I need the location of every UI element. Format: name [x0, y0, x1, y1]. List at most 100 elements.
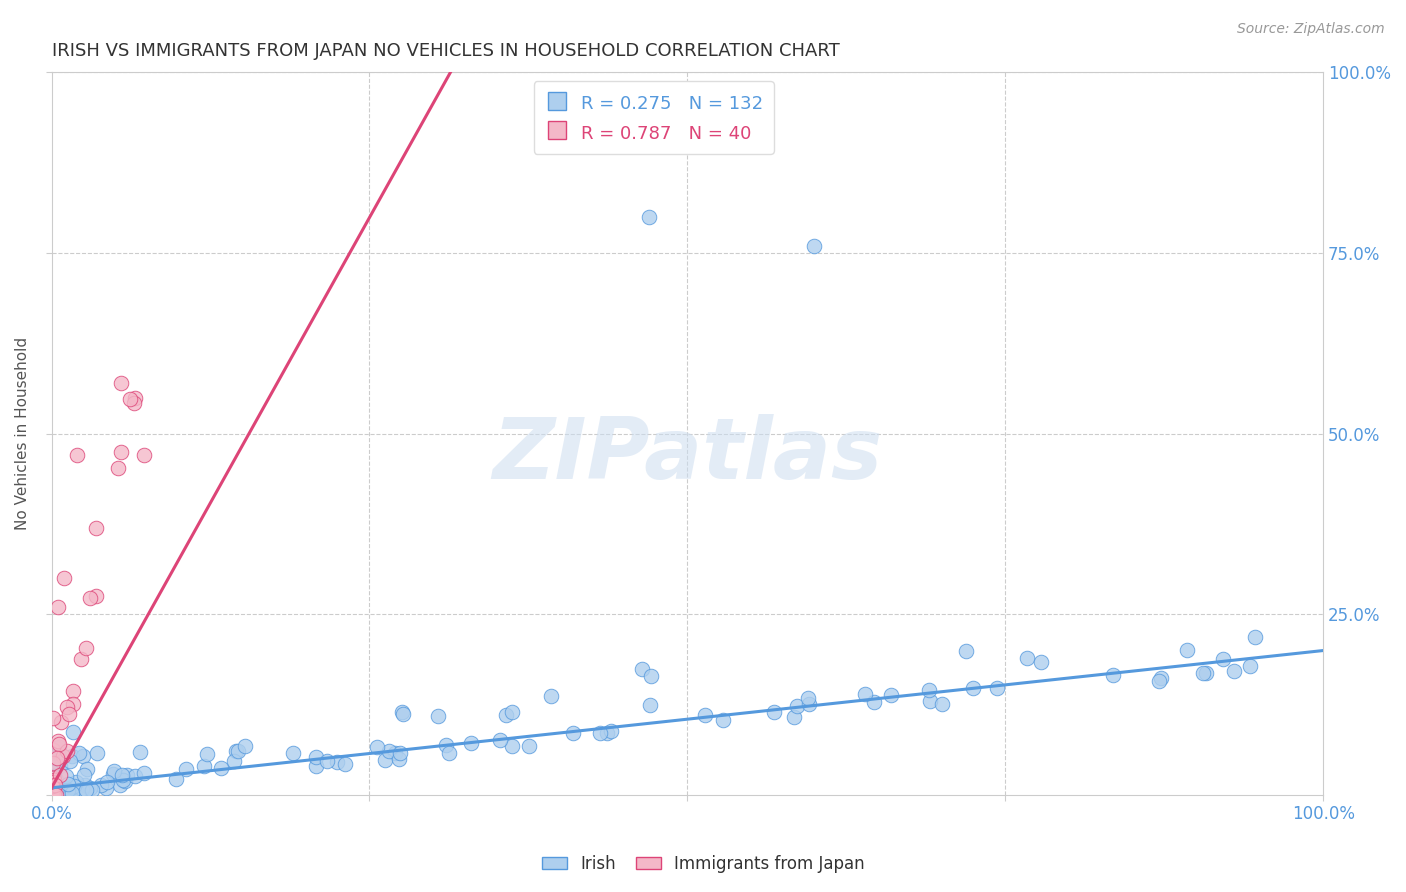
Point [41, 752, 63, 766]
Point [1175, 643, 1198, 657]
Point [495, 708, 517, 723]
Point [79, 591, 101, 606]
Point [42, 786, 65, 800]
Point [65, 775, 87, 789]
Point [84, 521, 107, 535]
Point [82, 782, 104, 797]
Point [41, 783, 63, 797]
Point [853, 687, 876, 701]
Point [562, 726, 585, 740]
Point [517, 739, 540, 753]
Point [48, 746, 70, 760]
Point [73, 768, 96, 782]
Point [107, 460, 129, 475]
Point [41, 787, 63, 801]
Point [374, 753, 396, 767]
Point [797, 697, 820, 711]
Point [45, 772, 67, 786]
Point [62, 698, 84, 712]
Point [45, 750, 67, 764]
Point [803, 239, 825, 253]
Point [49, 768, 72, 782]
Y-axis label: No Vehicles in Household: No Vehicles in Household [15, 337, 30, 531]
Point [222, 755, 245, 769]
Point [366, 740, 388, 755]
Point [388, 752, 411, 766]
Point [124, 769, 146, 783]
Point [48, 737, 70, 751]
Point [711, 713, 734, 727]
Point [42, 788, 65, 802]
Point [1102, 668, 1125, 682]
Point [75, 778, 97, 792]
Point [41, 778, 63, 792]
Point [60, 786, 83, 800]
Point [1195, 666, 1218, 681]
Point [589, 726, 612, 740]
Point [41, 788, 63, 802]
Point [56, 782, 79, 797]
Point [42, 788, 65, 802]
Point [631, 662, 654, 676]
Point [75, 782, 97, 797]
Point [110, 376, 132, 391]
Point [195, 747, 218, 762]
Point [41, 743, 63, 757]
Point [427, 709, 450, 723]
Point [60, 749, 83, 764]
Point [174, 762, 197, 776]
Point [1244, 630, 1267, 644]
Point [41, 780, 63, 795]
Point [120, 392, 142, 406]
Point [59, 754, 82, 768]
Point [62, 724, 84, 739]
Point [132, 766, 155, 780]
Point [56, 744, 79, 758]
Point [46, 740, 69, 755]
Point [41, 774, 63, 789]
Point [305, 759, 328, 773]
Point [986, 681, 1008, 695]
Point [501, 739, 523, 753]
Point [42, 771, 65, 785]
Point [42, 780, 65, 795]
Point [58, 777, 80, 791]
Point [79, 780, 101, 795]
Point [42, 784, 65, 798]
Point [41, 788, 63, 802]
Point [41, 783, 63, 797]
Point [67, 746, 90, 760]
Point [540, 689, 562, 703]
Point [72, 749, 94, 764]
Point [45, 780, 67, 795]
Point [41, 783, 63, 797]
Point [1147, 673, 1170, 688]
Point [41, 788, 63, 802]
Point [488, 732, 510, 747]
Point [862, 695, 884, 709]
Point [378, 744, 401, 758]
Point [49, 758, 72, 772]
Point [42, 786, 65, 800]
Point [41, 788, 63, 802]
Point [917, 683, 939, 698]
Point [226, 743, 249, 757]
Point [75, 641, 97, 656]
Point [86, 747, 108, 761]
Point [1150, 671, 1173, 685]
Point [58, 707, 80, 722]
Point [70, 651, 93, 665]
Point [117, 768, 139, 782]
Point [66, 785, 89, 799]
Point [596, 725, 619, 739]
Point [389, 746, 412, 760]
Point [42, 785, 65, 799]
Point [44, 778, 66, 792]
Point [52, 748, 75, 763]
Point [693, 707, 716, 722]
Point [76, 762, 98, 776]
Point [96, 775, 118, 789]
Point [918, 694, 941, 708]
Point [437, 746, 460, 760]
Point [333, 757, 356, 772]
